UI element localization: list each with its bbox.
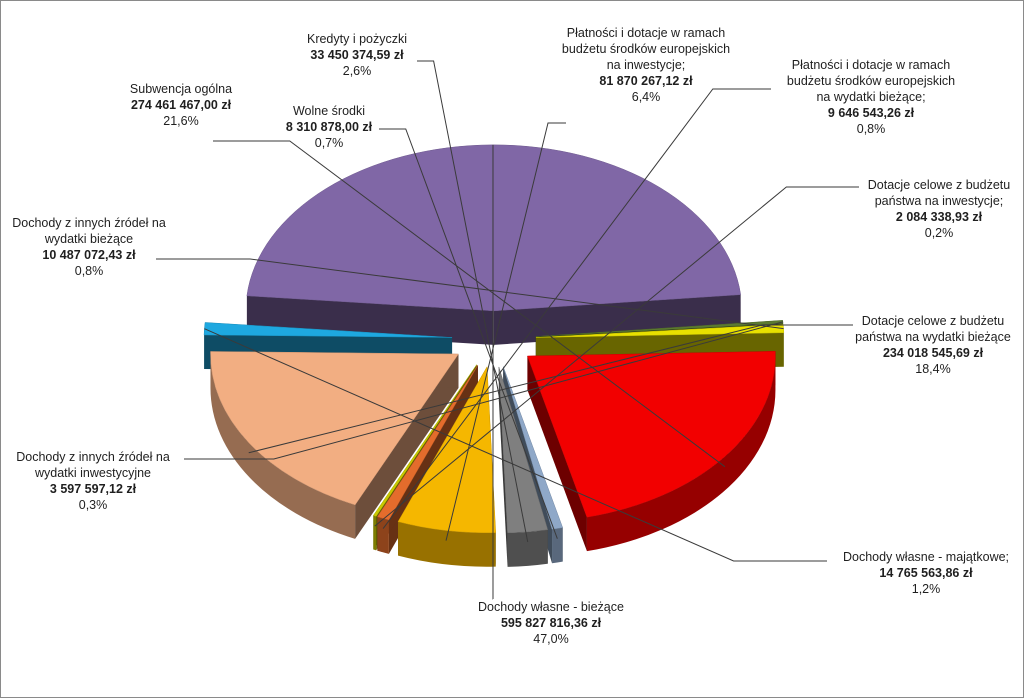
label-own-property: Dochody własne - majątkowe; 14 765 563,8… — [831, 549, 1021, 597]
label-other-current-line1: Dochody z innych źródeł na — [12, 216, 166, 230]
label-loans-amount: 33 450 374,59 zł — [310, 48, 404, 62]
label-state-investment-line1: Dotacje celowe z budżetu — [867, 178, 1011, 192]
slice-top-other-current — [535, 324, 785, 338]
label-eu-investment-pct: 6,4% — [631, 90, 661, 104]
label-state-investment-amount: 2 084 338,93 zł — [895, 210, 983, 224]
leader-line-free-funds — [379, 128, 558, 539]
slice-top-loans — [498, 366, 549, 534]
label-state-investment-pct: 0,2% — [924, 226, 954, 240]
label-other-current-amount: 10 487 072,43 zł — [42, 248, 136, 262]
label-eu-investment-line3: na inwestycje; — [606, 58, 686, 72]
label-eu-investment-line1: Płatności i dotacje w ramach — [566, 26, 726, 40]
leader-line-loans — [417, 60, 529, 543]
label-eu-investment-line2: budżetu środków europejskich — [561, 42, 731, 56]
label-free-funds-amount: 8 310 878,00 zł — [285, 120, 373, 134]
slice-top-eu-current — [376, 364, 479, 521]
leader-line-other-investment — [184, 321, 783, 460]
slice-wall-general-subsidy — [527, 356, 587, 552]
label-other-investment-line1: Dochody z innych źródeł na — [16, 450, 170, 464]
label-loans-line1: Kredyty i pożyczki — [306, 32, 408, 46]
label-free-funds-line1: Wolne środki — [292, 104, 366, 118]
label-eu-current-pct: 0,8% — [856, 122, 886, 136]
slice-rim-state-investment — [373, 515, 377, 551]
slice-state-current — [210, 351, 459, 539]
slice-wall-loans — [498, 366, 508, 567]
label-other-current-line2: wydatki bieżące — [44, 232, 134, 246]
slice-rim-loans — [507, 529, 548, 567]
label-state-current-line2: państwa na wydatki bieżące — [855, 330, 1011, 344]
slice-loans — [498, 366, 549, 567]
label-other-investment-line2: wydatki inwestycyjne — [34, 466, 151, 480]
label-state-current: Dotacje celowe z budżetu państwa na wyda… — [845, 313, 1021, 377]
slice-wall-eu-current — [377, 365, 478, 551]
slice-general-subsidy — [527, 351, 776, 552]
label-general-subsidy: Subwencja ogólna 274 461 467,00 zł 21,6% — [111, 81, 251, 129]
slice-rim-free-funds — [552, 527, 563, 564]
label-other-investment-pct: 0,3% — [78, 498, 108, 512]
leader-line-state-current — [248, 324, 853, 454]
label-free-funds-pct: 0,7% — [314, 136, 344, 150]
label-state-current-pct: 18,4% — [915, 362, 951, 376]
label-eu-current-line2: budżetu środków europejskich — [786, 74, 956, 88]
label-other-investment-amount: 3 597 597,12 zł — [49, 482, 137, 496]
slice-eu-investment — [397, 365, 496, 567]
label-free-funds: Wolne środki 8 310 878,00 zł 0,7% — [269, 103, 389, 151]
label-own-property-amount: 14 765 563,86 zł — [879, 566, 973, 580]
label-other-current-pct: 0,8% — [74, 264, 104, 278]
slice-wall-state-current — [355, 354, 459, 539]
label-loans: Kredyty i pożyczki 33 450 374,59 zł 2,6% — [287, 31, 427, 79]
slice-own-current — [246, 144, 741, 345]
label-state-current-line1: Dotacje celowe z budżetu — [861, 314, 1005, 328]
leader-line-eu-investment — [445, 122, 566, 541]
label-other-current: Dochody z innych źródeł na wydatki bieżą… — [3, 215, 175, 279]
slice-top-eu-investment — [397, 365, 496, 533]
slice-top-own-current — [246, 144, 741, 312]
slice-top-free-funds — [502, 366, 564, 530]
label-eu-current-amount: 9 646 543,26 zł — [827, 106, 915, 120]
slice-rim-eu-investment — [398, 521, 496, 567]
label-state-investment: Dotacje celowe z budżetu państwa na inwe… — [859, 177, 1019, 241]
label-eu-investment: Płatności i dotacje w ramach budżetu śro… — [541, 25, 751, 105]
label-own-property-pct: 1,2% — [911, 582, 941, 596]
label-own-property-line1: Dochody własne - majątkowe; — [842, 550, 1010, 564]
label-own-current: Dochody własne - bieżące 595 827 816,36 … — [466, 599, 636, 647]
slice-rim-general-subsidy — [586, 356, 776, 552]
slice-top-general-subsidy — [527, 351, 776, 518]
label-eu-current: Płatności i dotacje w ramach budżetu śro… — [766, 57, 976, 137]
slice-top-other-investment — [535, 320, 784, 337]
slice-rim-state-current — [210, 354, 356, 539]
leader-line-general-subsidy — [213, 140, 726, 468]
slice-top-own-property — [203, 322, 453, 338]
slice-top-state-current — [210, 351, 459, 506]
label-eu-investment-amount: 81 870 267,12 zł — [599, 74, 693, 88]
label-state-investment-line2: państwa na inwestycje; — [874, 194, 1004, 208]
slice-rim-eu-current — [377, 516, 389, 554]
label-loans-pct: 2,6% — [342, 64, 372, 78]
label-general-subsidy-amount: 274 461 467,00 zł — [130, 98, 232, 112]
label-eu-current-line3: na wydatki bieżące; — [816, 90, 926, 104]
leader-line-state-investment — [374, 186, 859, 527]
label-own-current-pct: 47,0% — [533, 632, 569, 646]
label-eu-current-line1: Płatności i dotacje w ramach — [791, 58, 951, 72]
label-own-current-amount: 595 827 816,36 zł — [500, 616, 602, 630]
leader-line-other-current — [156, 258, 784, 330]
label-state-current-amount: 234 018 545,69 zł — [882, 346, 984, 360]
leader-line-own-property — [204, 328, 827, 562]
label-own-current-line1: Dochody własne - bieżące — [478, 600, 624, 614]
label-general-subsidy-line1: Subwencja ogólna — [129, 82, 233, 96]
label-other-investment: Dochody z innych źródeł na wydatki inwes… — [5, 449, 181, 513]
label-general-subsidy-pct: 21,6% — [163, 114, 199, 128]
